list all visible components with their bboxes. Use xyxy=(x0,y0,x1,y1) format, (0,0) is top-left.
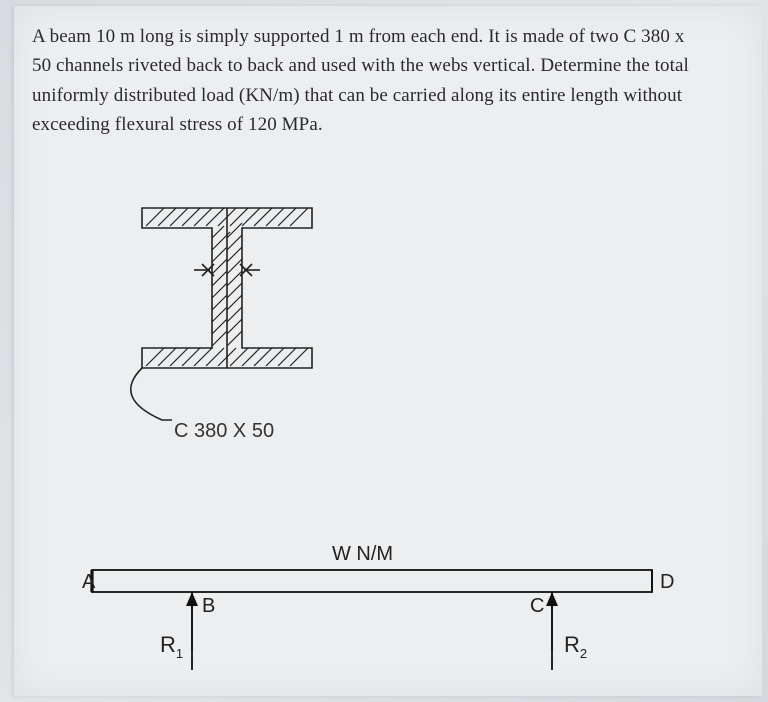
problem-line-2: 50 channels riveted back to back and use… xyxy=(32,51,744,80)
point-c: C xyxy=(530,595,544,617)
reaction-r1: R1 xyxy=(160,632,183,661)
page: A beam 10 m long is simply supported 1 m… xyxy=(14,6,762,696)
beam-diagram: W N/M A B C D R1 R2 xyxy=(82,520,682,690)
problem-line-3: uniformly distributed load (KN/m) that c… xyxy=(32,81,744,110)
section-label: C 380 X 50 xyxy=(174,420,274,443)
problem-line-1: A beam 10 m long is simply supported 1 m… xyxy=(32,22,744,51)
load-label: W N/M xyxy=(332,543,393,565)
problem-statement: A beam 10 m long is simply supported 1 m… xyxy=(32,22,744,140)
reaction-r2: R2 xyxy=(564,632,587,661)
problem-line-4: exceeding flexural stress of 120 MPa. xyxy=(32,110,744,139)
point-a: A xyxy=(82,571,96,593)
figure-area: C 380 X 50 W N/M A B C xyxy=(32,188,744,690)
cross-section-diagram xyxy=(102,188,362,448)
point-b: B xyxy=(202,595,215,617)
point-d: D xyxy=(660,571,674,593)
